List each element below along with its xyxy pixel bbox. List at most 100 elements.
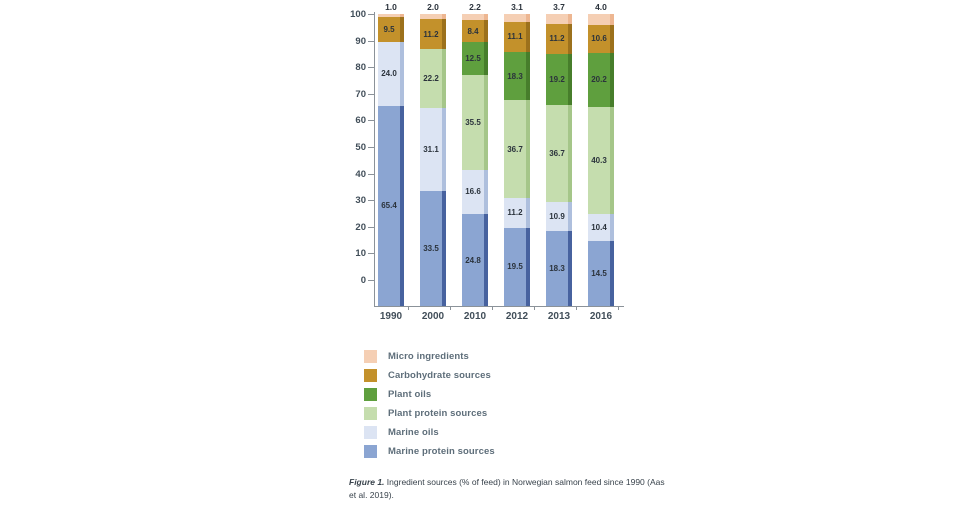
bar-segment: 65.4 — [378, 105, 404, 306]
legend-label: Micro ingredients — [388, 351, 469, 362]
bar-top-value-label: 3.1 — [511, 2, 523, 12]
bar-segment: 10.4 — [588, 213, 614, 242]
bar-value-label: 40.3 — [591, 155, 607, 165]
x-tick — [576, 306, 577, 310]
y-tick — [368, 200, 374, 202]
bar-value-label: 16.6 — [465, 187, 481, 197]
x-tick — [408, 306, 409, 310]
bar-top-value-label: 3.7 — [553, 2, 565, 12]
bar-segment: 18.3 — [504, 51, 530, 101]
legend-item: Marine oils — [364, 423, 495, 442]
bar-value-label: 35.5 — [465, 118, 481, 128]
y-tick-label: 30 — [355, 195, 366, 207]
bar-segment: 10.6 — [588, 24, 614, 53]
bar-segment: 11.2 — [420, 19, 446, 50]
bar-top-value-label: 2.0 — [427, 2, 439, 12]
bar-segment: 9.5 — [378, 16, 404, 42]
bar-value-label: 10.9 — [549, 212, 565, 222]
bar-2010: 8.4 12.5 35.5 16.6 24.8 — [462, 14, 488, 306]
bar-segment: 20.2 — [588, 52, 614, 107]
legend-label: Carbohydrate sources — [388, 370, 491, 381]
y-tick — [368, 226, 374, 228]
bar-value-label: 11.2 — [423, 29, 439, 39]
y-tick — [368, 67, 374, 69]
bar-segment: 8.4 — [462, 19, 488, 43]
y-tick-label: 80 — [355, 62, 366, 74]
bar-value-label: 31.1 — [423, 145, 439, 154]
y-tick — [368, 147, 374, 148]
bar-segment: 19.2 — [546, 53, 572, 105]
bar-segment — [588, 14, 614, 25]
figure-caption: Figure 1. Ingredient sources (% of feed)… — [349, 476, 673, 502]
y-tick — [368, 253, 374, 255]
bar-segment: 14.5 — [588, 241, 614, 306]
bar-segment — [504, 14, 530, 23]
bar-value-label: 9.5 — [383, 24, 395, 34]
bar-segment: 33.5 — [420, 190, 446, 306]
bar-value-label: 14.5 — [591, 269, 607, 279]
x-tick — [618, 306, 619, 310]
y-tick — [368, 93, 374, 95]
x-tick — [450, 306, 451, 310]
x-tick — [492, 306, 493, 310]
bar-value-label: 8.4 — [467, 26, 479, 36]
legend-swatch — [364, 369, 377, 382]
legend-swatch — [364, 426, 377, 439]
x-axis-line — [374, 306, 624, 307]
y-tick-label: 20 — [355, 221, 366, 233]
figure-caption-label: Figure 1. — [349, 477, 385, 487]
legend-item: Micro ingredients — [364, 347, 495, 366]
legend-swatch — [364, 407, 377, 420]
bar-segment: 22.2 — [420, 49, 446, 109]
bar-top-value-label: 2.2 — [469, 2, 481, 12]
y-tick-label: 100 — [350, 9, 366, 20]
bar-value-label: 24.0 — [381, 69, 397, 79]
bar-value-label: 11.2 — [507, 208, 523, 218]
bar-segment: 10.9 — [546, 202, 572, 232]
y-tick — [368, 14, 374, 15]
legend-label: Plant protein sources — [388, 408, 488, 419]
legend-label: Plant oils — [388, 389, 432, 400]
legend-item: Plant oils — [364, 385, 495, 404]
legend-item: Marine protein sources — [364, 442, 495, 461]
bar-value-label: 10.4 — [591, 223, 607, 233]
bar-1990: 9.5 24.0 65.4 — [378, 14, 404, 306]
y-tick-label: 0 — [360, 275, 366, 286]
legend-item: Carbohydrate sources — [364, 366, 495, 385]
bar-segment: 31.1 — [420, 108, 446, 191]
y-tick-label: 40 — [355, 168, 366, 180]
bar-value-label: 20.2 — [591, 75, 607, 85]
legend-swatch — [364, 445, 377, 458]
bar-segment: 11.2 — [546, 23, 572, 54]
bar-2016: 10.6 20.2 40.3 10.4 14.5 — [588, 14, 614, 306]
bar-segment — [378, 14, 404, 17]
bar-top-value-label: 1.0 — [385, 2, 397, 12]
bar-segment: 24.0 — [378, 41, 404, 106]
bar-segment — [546, 14, 572, 24]
bar-segment: 36.7 — [546, 104, 572, 203]
bar-value-label: 12.5 — [465, 54, 481, 64]
x-tick-label: 2000 — [421, 311, 445, 322]
bar-value-label: 24.8 — [465, 255, 481, 265]
bar-value-label: 65.4 — [381, 201, 397, 211]
bar-segment: 19.5 — [504, 227, 530, 306]
legend: Micro ingredients Carbohydrate sources Pla… — [364, 347, 495, 461]
bar-value-label: 10.6 — [591, 34, 607, 44]
bar-value-label: 22.2 — [423, 74, 439, 84]
bar-segment — [420, 14, 446, 20]
bar-segment: 12.5 — [462, 42, 488, 76]
bar-2012: 11.1 18.3 36.7 11.2 19.5 — [504, 14, 530, 306]
x-tick-label: 2012 — [505, 311, 529, 322]
bar-segment: 40.3 — [588, 106, 614, 214]
x-tick-label: 2010 — [463, 311, 487, 322]
legend-label: Marine oils — [388, 427, 439, 438]
bar-segment — [462, 14, 488, 20]
y-tick — [368, 280, 374, 281]
bar-segment: 18.3 — [546, 231, 572, 306]
y-tick-label: 70 — [355, 88, 366, 100]
bar-segment: 36.7 — [504, 100, 530, 199]
legend-label: Marine protein sources — [388, 446, 495, 457]
bar-value-label: 33.5 — [423, 243, 439, 253]
bar-top-value-label: 4.0 — [595, 2, 607, 12]
